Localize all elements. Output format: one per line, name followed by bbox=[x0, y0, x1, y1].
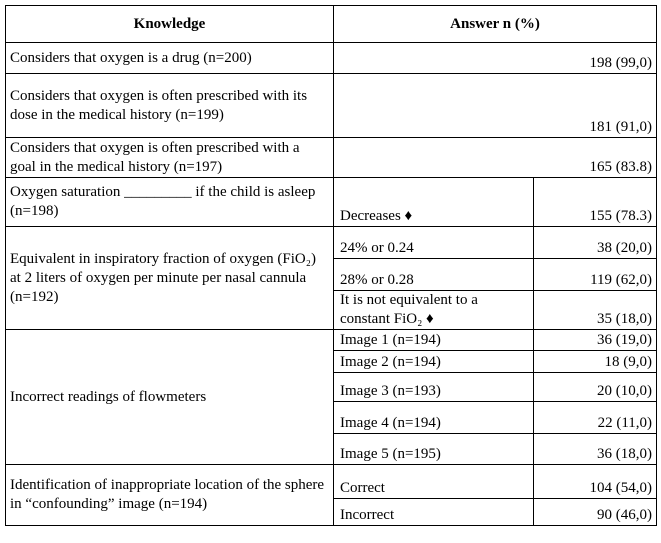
table-row: 28% or 0.28 119 (62,0) bbox=[6, 258, 658, 291]
value-cell: 22 (11,0) bbox=[532, 401, 658, 434]
value-cell: 18 (9,0) bbox=[532, 350, 658, 373]
table-row: Incorrect 90 (46,0) bbox=[6, 498, 658, 526]
option-cell: Image 3 (n=193) bbox=[333, 372, 534, 402]
option-cell: Correct bbox=[333, 464, 534, 499]
knowledge-cell: Considers that oxygen is often prescribe… bbox=[5, 73, 334, 138]
value-cell: 38 (20,0) bbox=[532, 226, 658, 259]
option-cell: Decreases ♦ bbox=[333, 177, 534, 227]
option-cell: Image 4 (n=194) bbox=[333, 401, 534, 434]
knowledge-table: Knowledge Answer n (%) Considers that ox… bbox=[5, 5, 658, 526]
table-row: Incorrect readings of flowmeters Image 1 … bbox=[5, 329, 658, 465]
value-cell: 35 (18,0) bbox=[532, 290, 658, 330]
knowledge-cell: Considers that oxygen is a drug (n=200) bbox=[5, 42, 334, 74]
header-row: Knowledge Answer n (%) bbox=[5, 5, 658, 43]
table-row: Image 5 (n=195) 36 (18,0) bbox=[6, 433, 658, 465]
knowledge-cell: Considers that oxygen is often prescribe… bbox=[5, 137, 334, 178]
value-cell: 155 (78.3) bbox=[532, 177, 658, 227]
value-cell: 36 (18,0) bbox=[532, 433, 658, 465]
value-cell: 104 (54,0) bbox=[532, 464, 658, 499]
header-cell: Answer n (%) bbox=[332, 5, 658, 43]
table-row: Image 4 (n=194) 22 (11,0) bbox=[6, 401, 658, 434]
option-cell: Image 5 (n=195) bbox=[333, 433, 534, 465]
knowledge-cell: Incorrect readings of flowmeters bbox=[5, 329, 334, 465]
table-row: Image 2 (n=194) 18 (9,0) bbox=[6, 350, 658, 373]
value-cell: 198 (99,0) bbox=[332, 42, 658, 74]
value-cell: 181 (91,0) bbox=[332, 73, 658, 138]
value-cell: 165 (83.8) bbox=[332, 137, 658, 178]
option-cell: It is not equivalent to a constant FiO₂ … bbox=[333, 290, 534, 330]
table-row: Equivalent in inspiratory fraction of ox… bbox=[5, 226, 658, 330]
option-cell: Image 2 (n=194) bbox=[333, 350, 534, 373]
table-row: Image 3 (n=193) 20 (10,0) bbox=[6, 372, 658, 402]
option-cell: Image 1 (n=194) bbox=[333, 329, 534, 351]
knowledge-cell: Identification of inappropriate location… bbox=[5, 464, 334, 526]
option-cell: 24% or 0.24 bbox=[333, 226, 534, 259]
header-cell: Knowledge bbox=[5, 5, 334, 43]
value-cell: 36 (19,0) bbox=[532, 329, 658, 351]
option-cell: Incorrect bbox=[333, 498, 534, 526]
option-cell: 28% or 0.28 bbox=[333, 258, 534, 291]
value-cell: 20 (10,0) bbox=[532, 372, 658, 402]
table-row: Considers that oxygen is a drug (n=200) 1… bbox=[5, 42, 658, 74]
table-row: Oxygen saturation _________ if the child… bbox=[5, 177, 658, 227]
table-row: Considers that oxygen is often prescribe… bbox=[5, 137, 658, 178]
value-cell: 90 (46,0) bbox=[532, 498, 658, 526]
table-row: It is not equivalent to a constant FiO₂ … bbox=[6, 290, 658, 330]
knowledge-cell: Equivalent in inspiratory fraction of ox… bbox=[5, 226, 334, 330]
knowledge-cell: Oxygen saturation _________ if the child… bbox=[5, 177, 334, 227]
table-row: Considers that oxygen is often prescribe… bbox=[5, 73, 658, 138]
value-cell: 119 (62,0) bbox=[532, 258, 658, 291]
table-body: Considers that oxygen is a drug (n=200) 1… bbox=[5, 42, 658, 526]
table-row: Identification of inappropriate location… bbox=[5, 464, 658, 526]
